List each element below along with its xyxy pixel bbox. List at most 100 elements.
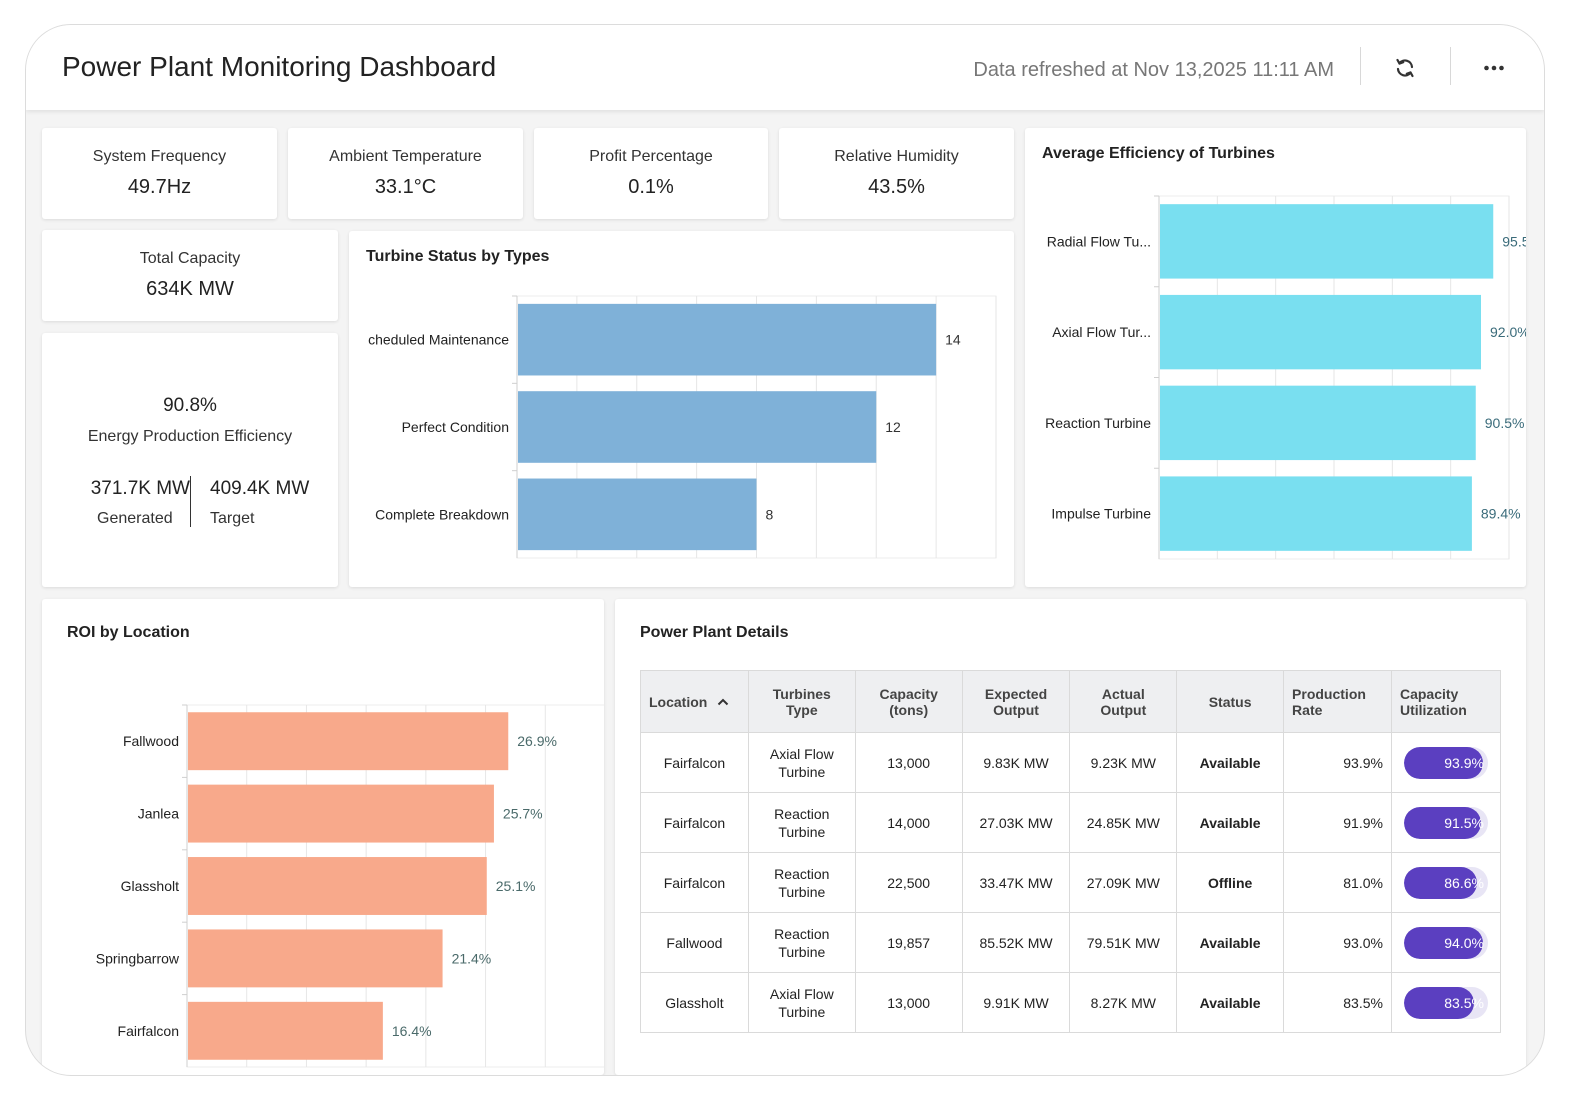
bar [1160,385,1476,461]
column-header-label: Production Rate [1292,685,1366,718]
target-value: 409.4K MW [210,478,310,499]
cell-production-rate: 83.5% [1283,972,1392,1033]
utilization-fill [1403,806,1481,839]
cell-actual-output: 9.23K MW [1069,732,1178,793]
more-horizontal-icon [1484,65,1504,71]
dashboard-frame: Power Plant Monitoring Dashboard Data re… [25,24,1545,1076]
category-label: Glassholt [121,878,179,894]
data-label: 8 [766,506,774,522]
column-header-actual[interactable]: Actual Output [1069,670,1178,733]
cell-actual-output: 79.51K MW [1069,912,1178,973]
table-row[interactable]: Fairfalcon Axial Flow Turbine 13,000 9.83K … [640,732,1501,793]
cell-capacity-utilization: 86.6% [1390,852,1501,913]
turbine-status-chart: cheduled Maintenance 14 Perfect Condition 1… [368,295,997,559]
category-label: Reaction Turbine [1045,415,1151,431]
column-header-type[interactable]: Turbines Type [747,670,856,733]
kpi-value: 0.1% [628,176,674,198]
utilization-fill [1403,926,1483,959]
energy-efficiency-card: 90.8% Energy Production Efficiency 371.7… [42,333,338,587]
cell-actual-output: 8.27K MW [1069,972,1178,1033]
utilization-label: 93.9% [1444,754,1484,771]
utilization-label: 83.5% [1444,994,1484,1011]
cell-status: Available [1176,972,1285,1033]
column-header-label: Status [1208,693,1252,710]
category-label: Springbarrow [96,950,180,966]
utilization-fill [1403,746,1483,779]
efficiency-percent: 90.8% [163,395,217,416]
table-row[interactable]: Fallwood Reaction Turbine 19,857 85.52K MW 7… [640,912,1501,973]
cell-location: Fairfalcon [640,732,749,793]
header-divider [1450,47,1451,85]
kpi-relative-humidity: Relative Humidity 43.5% [779,128,1014,219]
kpi-label: Profit Percentage [589,148,713,165]
cell-capacity: 19,857 [854,912,963,973]
kpi-profit-percentage: Profit Percentage 0.1% [534,128,768,219]
cell-capacity-utilization: 94.0% [1390,912,1501,973]
category-label: Fairfalcon [118,1023,179,1039]
utilization-fill [1403,866,1477,899]
more-options-button[interactable] [1477,51,1511,85]
table-header-row: Location Turbines Type Capacity (tons) E… [640,670,1501,733]
cell-capacity: 14,000 [854,792,963,853]
bar [1160,294,1481,370]
category-label: Axial Flow Tur... [1052,324,1151,340]
details-table-viewport[interactable]: Location Turbines Type Capacity (tons) E… [640,670,1501,1054]
bar [188,712,509,771]
utilization-bar: 86.6% [1403,866,1488,899]
category-label: Fallwood [123,733,179,749]
cell-capacity-utilization: 91.5% [1390,792,1501,853]
data-label: 25.7% [503,806,543,822]
cell-production-rate: 93.0% [1283,912,1392,973]
column-header-utilization[interactable]: Capacity Utilization [1390,670,1501,733]
table-row[interactable]: Fairfalcon Reaction Turbine 22,500 33.47K M… [640,852,1501,913]
utilization-label: 86.6% [1444,874,1484,891]
generated-value: 371.7K MW [90,478,190,499]
refresh-button[interactable] [1388,51,1422,85]
column-header-capacity[interactable]: Capacity (tons) [854,670,963,733]
refresh-timestamp: Data refreshed at Nov 13,2025 11:11 AM [973,59,1334,81]
column-header-production[interactable]: Production Rate [1283,670,1392,733]
data-label: 16.4% [392,1023,432,1039]
table-row[interactable]: Fairfalcon Reaction Turbine 14,000 27.03K M… [640,792,1501,853]
cell-expected-output: 27.03K MW [961,792,1071,853]
column-header-status[interactable]: Status [1176,670,1285,733]
category-label: Complete Breakdown [375,506,509,522]
cell-turbine-type: Axial Flow Turbine [747,732,856,793]
efficiency-label: Energy Production Efficiency [87,428,293,445]
cell-turbine-type: Reaction Turbine [747,912,856,973]
cell-turbine-type: Reaction Turbine [747,792,856,853]
target-label: Target [210,510,255,527]
cell-location: Fallwood [640,912,749,973]
header-divider [1360,47,1361,85]
column-header-expected[interactable]: Expected Output [961,670,1071,733]
utilization-bar: 83.5% [1403,986,1488,1019]
table-row[interactable]: Glassholt Axial Flow Turbine 13,000 9.91K M… [640,972,1501,1033]
data-label: 95.5% [1502,233,1526,249]
avg-efficiency-card: Average Efficiency of Turbines Radial Fl… [1025,128,1526,587]
category-label: Janlea [138,806,179,822]
column-header-location[interactable]: Location [640,670,749,733]
column-header-label: Capacity Utilization [1399,685,1467,718]
bar [188,784,494,843]
cell-expected-output: 85.52K MW [961,912,1071,973]
chevron-up-icon[interactable] [717,697,729,707]
cell-turbine-type: Reaction Turbine [747,852,856,913]
column-header-label: Turbines Type [772,685,831,718]
cell-capacity: 22,500 [854,852,963,913]
cell-location: Fairfalcon [640,792,749,853]
cell-status: Available [1176,732,1285,793]
kpi-value: 634K MW [146,278,234,300]
data-label: 26.9% [517,733,557,749]
column-header-label: Capacity (tons) [879,685,938,718]
kpi-total-capacity: Total Capacity 634K MW [42,230,338,321]
cell-status: Available [1176,792,1285,853]
category-label: Impulse Turbine [1051,506,1151,522]
details-table: Location Turbines Type Capacity (tons) E… [640,670,1501,1033]
cell-capacity-utilization: 93.9% [1390,732,1501,793]
bar [188,929,443,988]
category-label: Perfect Condition [402,419,509,435]
category-label: cheduled Maintenance [368,332,509,348]
refresh-icon [1396,58,1414,78]
kpi-label: System Frequency [92,148,227,165]
cell-status: Offline [1176,852,1285,913]
